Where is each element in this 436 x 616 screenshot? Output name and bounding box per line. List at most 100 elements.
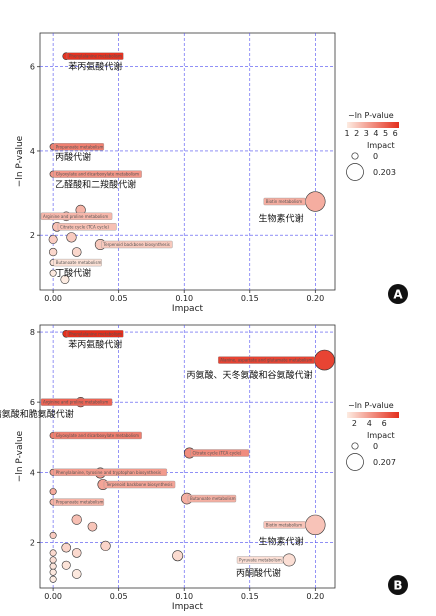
pathway-annotation: 苯丙氨酸代谢 — [68, 338, 122, 350]
pathway-tag-label: Phenylalanine metabolism — [69, 331, 122, 336]
color-tick-label: 4 — [367, 419, 372, 428]
color-bar — [347, 412, 399, 418]
data-point — [314, 349, 335, 371]
data-point — [49, 488, 57, 496]
pathway-tag-label: Arginine and proline metabolism — [43, 400, 108, 405]
data-point — [48, 234, 58, 244]
pathway-tag-label: Glyoxylate and dicarboxylate metabolism — [56, 172, 139, 177]
x-tick-label: 0.05 — [110, 294, 128, 303]
data-point — [49, 549, 57, 557]
pathway-tag-box — [53, 468, 168, 476]
size-legend-label: 0 — [373, 442, 378, 451]
x-tick-label: 0.10 — [175, 592, 193, 601]
data-point — [49, 531, 57, 539]
size-legend-large — [346, 163, 364, 181]
color-tick-label: 4 — [373, 129, 378, 138]
pathway-tag-box — [190, 449, 250, 457]
data-point — [71, 548, 82, 558]
x-tick-label: 0.15 — [241, 294, 259, 303]
color-tick-label: 6 — [393, 129, 398, 138]
data-point — [49, 575, 57, 583]
y-tick-label: 4 — [30, 468, 35, 477]
pathway-tag-label: Alanine, aspartate and glutamate metabol… — [220, 358, 312, 363]
data-point — [60, 274, 70, 284]
pathway-tag-label: Terpenoid backbone biosynthesis — [105, 482, 172, 487]
data-point — [87, 521, 98, 532]
data-point — [48, 247, 58, 257]
y-tick-label: 4 — [30, 147, 35, 156]
pathway-tag-box — [187, 494, 237, 503]
size-legend-title: Impact — [367, 141, 395, 150]
data-point — [61, 542, 72, 553]
x-tick-label: 0.15 — [241, 592, 259, 601]
x-axis-label: Impact — [172, 304, 204, 314]
data-point — [282, 553, 296, 567]
pathway-tag-label: Phenylalanine metabolism — [69, 54, 122, 59]
pathway-tag-box — [40, 212, 113, 220]
y-tick-label: 6 — [30, 398, 35, 407]
plot-frame — [39, 32, 336, 291]
pathway-annotation: 生物素代谢 — [258, 536, 303, 548]
data-point — [71, 569, 82, 579]
y-tick-label: 8 — [30, 328, 35, 337]
y-axis-label: −ln P-value — [15, 430, 25, 482]
x-tick-label: 0.00 — [44, 592, 62, 601]
pathway-tag-label: Butanoate metabolism — [190, 496, 236, 501]
size-legend-label: 0.203 — [373, 168, 396, 177]
x-tick-label: 0.10 — [175, 294, 193, 303]
pathway-tag-box — [53, 498, 105, 506]
panel-badge — [388, 284, 408, 304]
pathway-annotation: 苯丙氨酸代谢 — [68, 61, 122, 73]
data-point — [66, 232, 77, 243]
x-tick-label: 0.20 — [306, 294, 324, 303]
color-tick-label: 2 — [352, 419, 357, 428]
pathway-tag-box — [53, 143, 105, 151]
pathway-tag-box — [263, 521, 306, 529]
color-legend-title: −ln P-value — [348, 401, 394, 410]
pathway-tag-box — [236, 556, 284, 564]
size-legend-small — [351, 442, 359, 450]
x-axis-label: Impact — [172, 602, 204, 612]
pathway-tag-label: Biotin metabolism — [266, 199, 302, 204]
data-point — [172, 550, 184, 562]
panel-badge — [388, 575, 408, 595]
color-tick-label: 3 — [364, 129, 369, 138]
legend: −ln P-value 2 4 6 Impact 0 0.207 — [346, 401, 399, 471]
pathway-tag-label: Biotin metabolism — [266, 522, 302, 527]
y-tick-label: 2 — [30, 231, 35, 240]
pathway-tag-label: Terpenoid backbone biosynthesis — [102, 242, 169, 247]
panel-badge-label: A — [393, 288, 403, 302]
data-point — [71, 514, 82, 525]
data-point — [100, 540, 111, 552]
pathway-tag-box — [53, 258, 102, 267]
pathway-tag-box — [218, 356, 315, 364]
x-tick-label: 0.00 — [44, 294, 62, 303]
color-tick-label: 5 — [383, 129, 388, 138]
pathway-annotation: 丙酸代谢 — [55, 151, 91, 163]
pathway-tag-box — [57, 223, 117, 231]
size-legend-small — [351, 152, 359, 160]
y-axis-label: −ln P-value — [15, 135, 25, 187]
pathway-tag-label: Propanoate metabolism — [56, 144, 104, 149]
pathway-tag-label: Pyruvate metabolism — [239, 557, 282, 562]
pathway-tag-box — [103, 480, 176, 489]
pathway-tag-label: Citrate cycle (TCA cycle) — [60, 224, 109, 229]
pathway-tag-box — [66, 330, 124, 338]
pathway-tag-label: Phenylalanine, tyrosine and tryptophan b… — [56, 470, 161, 475]
x-tick-label: 0.20 — [306, 592, 324, 601]
pathway-annotation: 丁酸代谢 — [55, 267, 91, 279]
size-legend-label: 0.207 — [373, 458, 396, 467]
pathway-annotation: 丙酮酸代谢 — [236, 567, 281, 579]
pathway-tag-box — [263, 197, 306, 206]
legend: −ln P-value 1 2 3 4 5 6 Impact 0 0.203 — [344, 111, 399, 181]
pathway-tag-label: Propanoate metabolism — [56, 500, 104, 505]
pathway-annotation: 生物素代谢 — [258, 212, 303, 224]
color-bar — [347, 122, 399, 128]
color-tick-label: 2 — [354, 129, 359, 138]
data-point — [49, 269, 57, 277]
pathway-tag-box — [66, 52, 124, 60]
y-tick-label: 2 — [30, 538, 35, 547]
pathway-tag-label: Citrate cycle (TCA cycle) — [193, 450, 242, 455]
